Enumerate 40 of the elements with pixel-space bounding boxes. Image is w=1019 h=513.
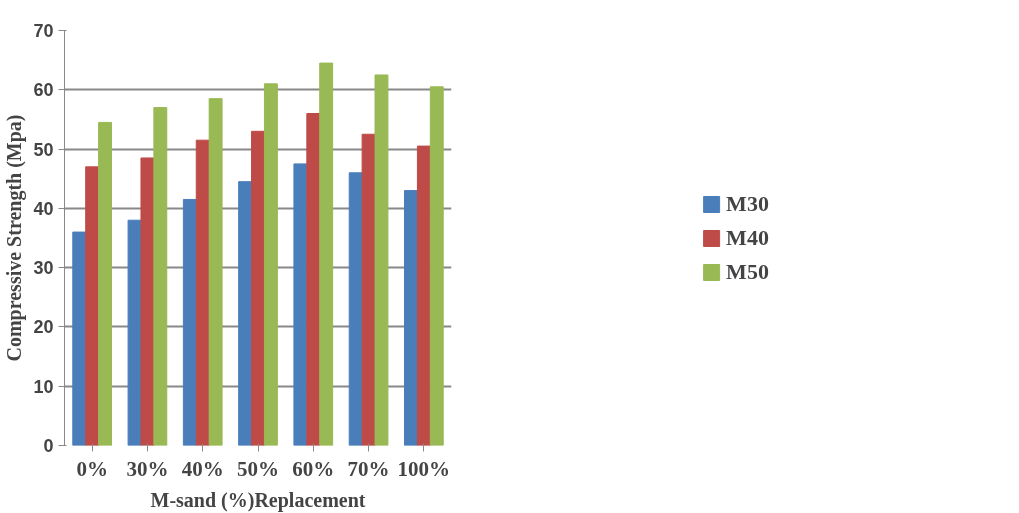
bar [182, 198, 197, 446]
bar [404, 190, 418, 446]
y-tick-label: 20 [33, 317, 54, 338]
bar [98, 121, 112, 446]
bar [416, 145, 431, 446]
x-tick-label: 50% [237, 456, 279, 481]
bar [306, 113, 321, 446]
y-tick-label: 60 [33, 80, 54, 101]
bar [429, 86, 444, 446]
bar [238, 181, 253, 446]
bar [251, 130, 265, 446]
bar [140, 157, 155, 446]
y-tick-label: 30 [33, 258, 54, 279]
bar [208, 98, 223, 446]
bar [293, 163, 308, 446]
bar [85, 166, 100, 446]
bar [72, 231, 87, 446]
y-axis-title: Compressive Strength (Mpa) [3, 114, 27, 362]
x-tick-label: 30% [126, 456, 169, 481]
legend-label: M50 [726, 258, 769, 285]
bar [374, 74, 389, 446]
bar [319, 62, 334, 446]
legend-label: M40 [726, 224, 769, 251]
bar [127, 219, 142, 446]
bar [263, 83, 278, 446]
x-tick-label: 40% [181, 456, 224, 481]
y-tick-label: 0 [43, 436, 54, 456]
legend-label: M30 [726, 190, 769, 217]
x-tick-label: 0% [76, 456, 108, 481]
x-tick-label: 70% [347, 456, 390, 481]
x-tick-label: 60% [292, 456, 335, 481]
bar [195, 139, 210, 446]
y-tick-label: 40 [33, 198, 54, 219]
bar [153, 107, 168, 446]
x-tick-label: 100% [397, 456, 451, 481]
x-axis-title: M-sand (%)Replacement [150, 488, 366, 512]
y-tick-label: 70 [33, 21, 54, 41]
y-tick-label: 50 [33, 139, 54, 160]
bar [361, 133, 376, 446]
y-tick-label: 10 [33, 376, 54, 397]
